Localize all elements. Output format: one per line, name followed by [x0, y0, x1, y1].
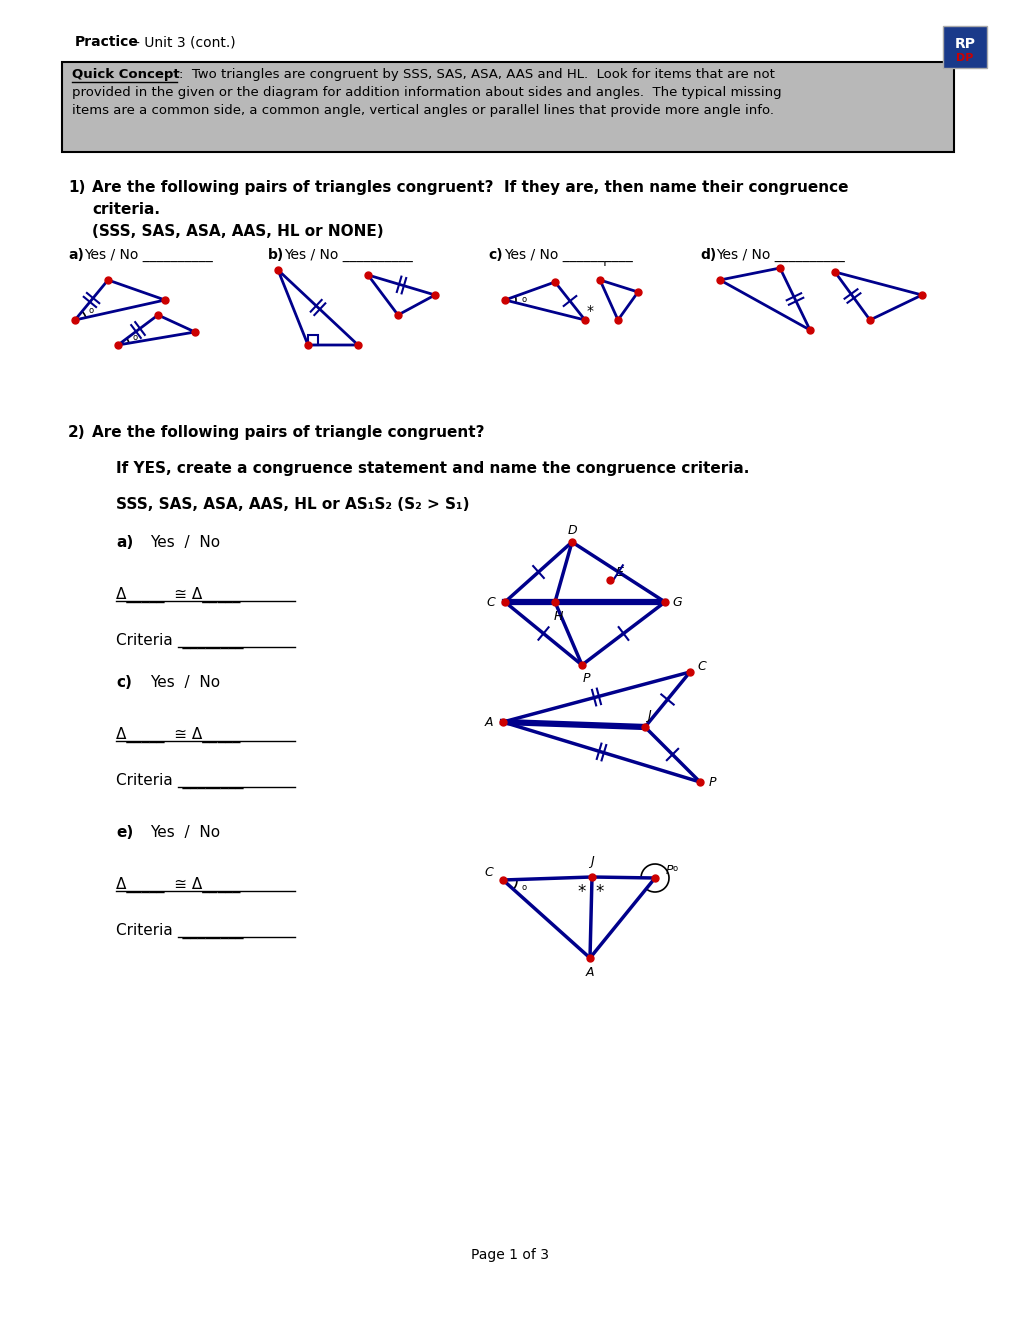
- Text: 1): 1): [68, 180, 86, 195]
- Bar: [308, 335, 318, 345]
- Text: Are the following pairs of triangle congruent?: Are the following pairs of triangle cong…: [92, 425, 484, 440]
- Text: Criteria  ________: Criteria ________: [116, 774, 244, 789]
- Text: If YES, create a congruence statement and name the congruence criteria.: If YES, create a congruence statement an…: [116, 461, 749, 477]
- Text: Δ_____  ≅ Δ_____: Δ_____ ≅ Δ_____: [116, 876, 240, 894]
- Text: Are the following pairs of triangles congruent?  If they are, then name their co: Are the following pairs of triangles con…: [92, 180, 848, 195]
- Text: :  Two triangles are congruent by SSS, SAS, ASA, AAS and HL.  Look for items tha: : Two triangles are congruent by SSS, SA…: [178, 69, 774, 81]
- Text: Practice: Practice: [75, 36, 139, 49]
- Text: Yes  /  No: Yes / No: [150, 675, 220, 690]
- Text: P: P: [707, 776, 715, 788]
- Text: C: C: [484, 866, 493, 879]
- Text: – Unit 3 (cont.): – Unit 3 (cont.): [132, 36, 235, 49]
- Text: Yes  /  No: Yes / No: [150, 535, 220, 550]
- Text: a): a): [116, 535, 133, 550]
- Text: G: G: [672, 595, 681, 609]
- Text: Page 1 of 3: Page 1 of 3: [471, 1247, 548, 1262]
- Text: Δ_____  ≅ Δ_____: Δ_____ ≅ Δ_____: [116, 587, 240, 603]
- Text: provided in the given or the diagram for addition information about sides and an: provided in the given or the diagram for…: [72, 86, 781, 99]
- Text: criteria.: criteria.: [92, 202, 160, 216]
- Text: b): b): [268, 248, 284, 261]
- Text: ': ': [602, 261, 606, 275]
- Text: 2): 2): [68, 425, 86, 440]
- Text: Criteria  ________: Criteria ________: [116, 634, 244, 649]
- Text: items are a common side, a common angle, vertical angles or parallel lines that : items are a common side, a common angle,…: [72, 104, 773, 117]
- Text: Quick Concept: Quick Concept: [72, 69, 179, 81]
- Text: o: o: [672, 865, 677, 874]
- Text: P: P: [582, 672, 589, 685]
- Text: E: E: [615, 565, 624, 578]
- Text: RP: RP: [954, 37, 974, 51]
- Text: SSS, SAS, ASA, AAS, HL or AS₁S₂ (S₂ > S₁): SSS, SAS, ASA, AAS, HL or AS₁S₂ (S₂ > S₁…: [116, 498, 469, 512]
- Text: D: D: [567, 524, 577, 536]
- Text: Yes / No __________: Yes / No __________: [84, 248, 213, 261]
- Text: o: o: [521, 294, 526, 304]
- Text: Yes  /  No: Yes / No: [150, 825, 220, 840]
- Text: e): e): [116, 825, 133, 840]
- FancyBboxPatch shape: [943, 26, 986, 69]
- Text: c): c): [116, 675, 131, 690]
- Text: c): c): [487, 248, 502, 261]
- Text: J: J: [646, 709, 650, 722]
- Text: H: H: [552, 610, 562, 623]
- Text: J: J: [590, 855, 593, 869]
- Text: o: o: [89, 305, 94, 314]
- Text: P: P: [664, 863, 673, 876]
- Text: A: A: [585, 965, 594, 978]
- Text: Yes / No __________: Yes / No __________: [283, 248, 413, 261]
- Text: *: *: [586, 304, 593, 318]
- Text: (SSS, SAS, ASA, AAS, HL or NONE): (SSS, SAS, ASA, AAS, HL or NONE): [92, 224, 383, 239]
- Text: *: *: [577, 883, 586, 902]
- Text: Criteria  ________: Criteria ________: [116, 923, 244, 940]
- Text: Yes / No __________: Yes / No __________: [503, 248, 632, 261]
- Text: DP: DP: [956, 53, 973, 63]
- FancyBboxPatch shape: [62, 62, 953, 152]
- Text: C: C: [486, 595, 495, 609]
- Text: A: A: [484, 715, 493, 729]
- Text: o: o: [521, 883, 526, 892]
- Text: a): a): [68, 248, 84, 261]
- Text: d): d): [699, 248, 715, 261]
- Text: Yes / No __________: Yes / No __________: [715, 248, 844, 261]
- Text: o: o: [132, 333, 138, 342]
- Text: Δ_____  ≅ Δ_____: Δ_____ ≅ Δ_____: [116, 727, 240, 743]
- Text: C: C: [697, 660, 706, 672]
- Text: *: *: [595, 883, 603, 902]
